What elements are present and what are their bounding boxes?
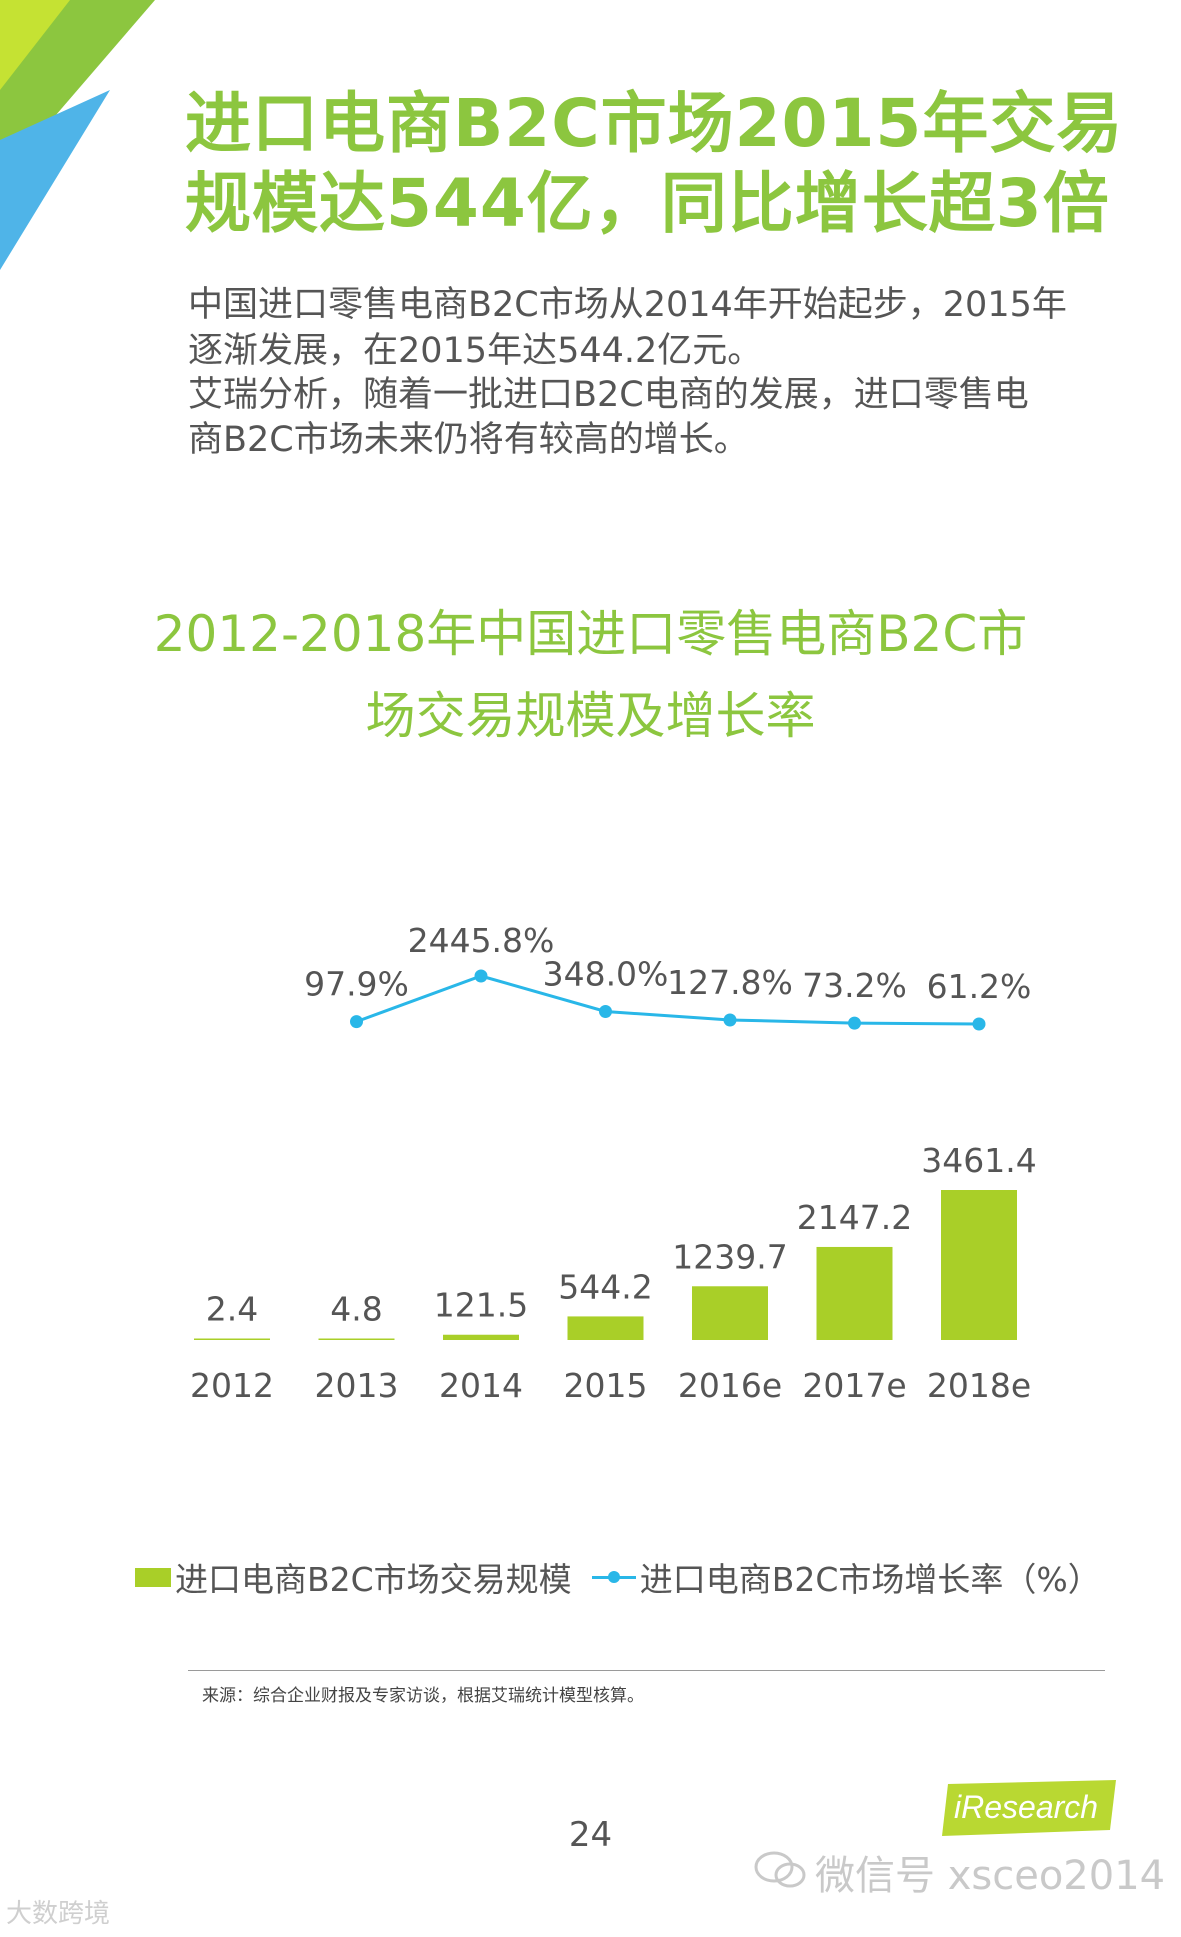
chart-title-line-1: 2012-2018年中国进口零售电商B2C市 xyxy=(153,605,1028,663)
source-divider xyxy=(188,1670,1105,1671)
wechat-icon xyxy=(754,1851,806,1888)
bar-2018e xyxy=(941,1190,1017,1340)
bar-2013 xyxy=(318,1338,395,1340)
iresearch-logo: iResearch xyxy=(942,1780,1116,1836)
growth-point-2014 xyxy=(474,969,488,983)
description-line: 艾瑞分析，随着一批进口B2C电商的发展，进口零售电 xyxy=(188,375,1029,415)
x-tick-label: 2018e xyxy=(927,1366,1031,1405)
growth-value-label: 348.0% xyxy=(543,954,669,993)
legend-bar-label: 进口电商B2C市场交易规模 xyxy=(175,1560,572,1599)
growth-point-2015 xyxy=(599,1004,612,1018)
bar-2012 xyxy=(194,1338,270,1340)
bar-2014 xyxy=(443,1334,519,1340)
description-line: 逐渐发展，在2015年达544.2亿元。 xyxy=(188,331,763,371)
svg-text:iResearch: iResearch xyxy=(954,1789,1098,1825)
bar-value-label: 2.4 xyxy=(206,1290,258,1329)
chart-title-line-2: 场交易规模及增长率 xyxy=(365,687,816,745)
growth-value-label: 97.9% xyxy=(304,965,409,1004)
legend-line-label: 进口电商B2C市场增长率（%） xyxy=(639,1560,1101,1599)
x-tick-label: 2014 xyxy=(439,1366,523,1405)
x-tick-label: 2015 xyxy=(564,1366,648,1405)
growth-point-2018e xyxy=(972,1017,986,1031)
source-note: 来源：综合企业财报及专家访谈，根据艾瑞统计模型核算。 xyxy=(202,1686,644,1706)
watermark: 微信号 xsceo2014 xyxy=(815,1853,1166,1899)
bar-2015 xyxy=(567,1316,644,1340)
page-number: 24 xyxy=(568,1815,613,1855)
bar-2017e xyxy=(816,1246,893,1340)
legend-line-swatch xyxy=(591,1567,636,1587)
bar-value-label: 1239.7 xyxy=(672,1237,787,1276)
combo-chart: 2.4 2012 4.8 2013 121.5 2014 544.2 2015 1239.7 20… xyxy=(190,921,1037,1405)
bar-2016e xyxy=(692,1286,768,1340)
x-tick-label: 2017e xyxy=(802,1366,906,1405)
growth-value-label: 61.2% xyxy=(927,967,1032,1006)
growth-rate-line xyxy=(355,974,980,1026)
growth-value-label: 2445.8% xyxy=(408,921,555,960)
bar-value-label: 2147.2 xyxy=(797,1198,912,1237)
x-tick-label: 2012 xyxy=(190,1366,274,1405)
chart-legend: 进口电商B2C市场交易规模 进口电商B2C市场增长率（%） xyxy=(135,1553,1101,1601)
bar-value-label: 3461.4 xyxy=(921,1141,1036,1180)
growth-point-2013 xyxy=(350,1015,363,1029)
growth-point-2016e xyxy=(723,1013,737,1027)
legend-bar-swatch xyxy=(135,1567,171,1587)
bar-value-label: 4.8 xyxy=(330,1290,382,1329)
bottom-left-watermark: 大数跨境 xyxy=(6,1899,111,1929)
growth-point-2017e xyxy=(848,1016,861,1030)
description-line: 商B2C市场未来仍将有较高的增长。 xyxy=(188,420,749,460)
growth-value-label: 73.2% xyxy=(802,966,907,1005)
description-line: 中国进口零售电商B2C市场从2014年开始起步，2015年 xyxy=(188,285,1067,325)
title-line-1: 进口电商B2C市场2015年交易 xyxy=(185,85,1124,162)
x-tick-label: 2016e xyxy=(678,1366,782,1405)
corner-decoration xyxy=(0,0,155,270)
title-line-2: 规模达544亿，同比增长超3倍 xyxy=(185,165,1110,242)
growth-value-label: 127.8% xyxy=(667,963,793,1002)
x-tick-label: 2013 xyxy=(315,1366,399,1405)
bar-value-label: 544.2 xyxy=(558,1267,652,1306)
bar-value-label: 121.5 xyxy=(434,1286,528,1325)
